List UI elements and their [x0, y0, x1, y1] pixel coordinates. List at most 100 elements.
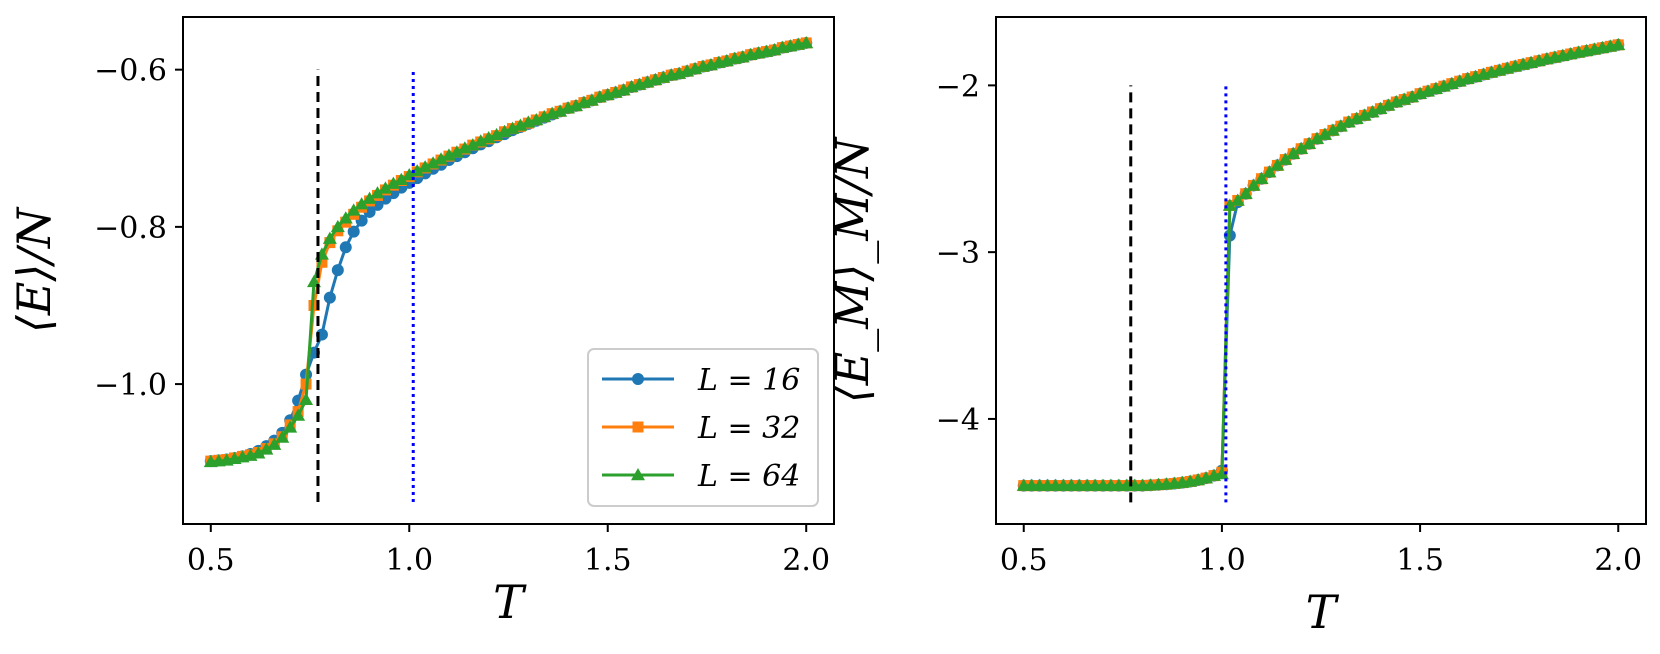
x-tick-label: 1.5 — [584, 543, 632, 578]
data-point — [489, 127, 504, 141]
data-point — [616, 83, 631, 96]
data-point — [330, 219, 345, 233]
data-point — [1333, 119, 1348, 132]
data-point — [1373, 101, 1388, 114]
series-line — [1023, 43, 1619, 488]
data-point — [513, 118, 528, 131]
x-tick-label: 1.0 — [1198, 543, 1246, 578]
chart-panel-1: 0.5 1.0 1.5 2.0−0.6−0.8−1.0T⟨E⟩/NL = 16L = … — [7, 16, 835, 629]
series-l64 — [203, 35, 814, 468]
data-point — [1254, 171, 1269, 185]
data-point — [291, 408, 306, 421]
data-point — [418, 160, 433, 173]
data-point — [378, 181, 393, 194]
y-tick-label: −1.0 — [94, 368, 167, 403]
data-point — [299, 392, 314, 406]
data-point — [1230, 193, 1245, 206]
y-tick-label: −4 — [936, 403, 980, 438]
series-l64 — [1016, 37, 1626, 491]
legend-marker — [632, 421, 644, 433]
legend-box — [587, 348, 819, 507]
data-point — [1381, 98, 1396, 111]
legend-marker — [632, 373, 644, 385]
data-point — [308, 299, 320, 311]
data-point — [529, 112, 544, 126]
data-point — [394, 172, 409, 185]
legend-label: L = 64 — [697, 459, 800, 494]
data-point — [1238, 186, 1253, 200]
data-point — [1349, 111, 1364, 124]
data-point — [553, 104, 568, 117]
x-axis-label: T — [1306, 585, 1340, 639]
data-point — [1325, 123, 1340, 136]
data-point — [465, 138, 480, 151]
data-point — [1310, 131, 1325, 144]
axes-frame — [182, 16, 835, 525]
series-line — [1023, 43, 1619, 488]
y-axis-label: ⟨E_M⟩_M/N — [825, 136, 879, 403]
data-point — [537, 109, 552, 123]
data-point — [1365, 105, 1380, 118]
legend-label: L = 16 — [697, 363, 800, 398]
data-point — [323, 291, 336, 304]
data-point — [1214, 466, 1229, 480]
legend: L = 16 L = 32 L = 64 — [587, 348, 819, 507]
data-point — [799, 35, 814, 49]
x-tick-label: 2.0 — [782, 543, 830, 578]
data-point — [346, 203, 361, 216]
data-point — [347, 225, 360, 238]
data-point — [1286, 146, 1301, 160]
data-point — [339, 241, 352, 254]
data-point — [505, 121, 520, 134]
x-tick-label: 0.5 — [187, 543, 235, 578]
data-point — [568, 98, 583, 112]
y-tick-label: −0.8 — [94, 211, 167, 246]
data-point — [316, 256, 328, 268]
legend-entry: L = 64 — [602, 459, 800, 494]
data-point — [1270, 158, 1285, 171]
data-point — [1357, 108, 1372, 121]
data-point — [362, 191, 377, 204]
data-point — [584, 93, 599, 106]
y-tick-label: −0.6 — [94, 54, 167, 89]
data-point — [331, 264, 344, 277]
data-point — [338, 211, 353, 224]
x-tick-label: 2.0 — [1594, 543, 1642, 578]
x-axis-label: T — [493, 575, 527, 629]
series-line — [1023, 43, 1619, 488]
data-point — [473, 134, 488, 147]
data-point — [410, 164, 425, 177]
data-point — [259, 442, 274, 455]
data-point — [322, 231, 337, 244]
data-point — [354, 197, 369, 210]
data-point — [1302, 136, 1317, 149]
data-point — [1405, 90, 1420, 103]
data-point — [1246, 178, 1261, 191]
data-point — [441, 148, 456, 161]
series-l16 — [1017, 38, 1625, 492]
legend-label: L = 32 — [697, 411, 800, 446]
data-point — [275, 430, 290, 443]
data-point — [1278, 152, 1293, 165]
data-point — [481, 131, 496, 144]
data-point — [267, 437, 282, 450]
data-point — [1341, 115, 1356, 128]
data-point — [434, 152, 449, 165]
y-tick-label: −3 — [936, 236, 980, 271]
legend-marker — [631, 468, 645, 481]
plot-area — [1016, 37, 1626, 492]
legend-entry: L = 16 — [602, 363, 800, 398]
data-point — [283, 420, 298, 433]
data-point — [426, 156, 441, 169]
legend-entry: L = 32 — [602, 411, 800, 446]
chart-panel-2: 0.5 1.0 1.5 2.0 −2 −3 −4 T ⟨E_M⟩_M/N — [825, 16, 1647, 639]
data-point — [1611, 37, 1626, 51]
data-point — [497, 124, 512, 138]
y-tick-label: −2 — [936, 69, 980, 104]
axes-frame — [995, 16, 1647, 525]
data-point — [457, 141, 472, 154]
data-point — [1294, 141, 1309, 155]
y-axis-label: ⟨E⟩/N — [7, 206, 61, 333]
data-point — [386, 176, 401, 189]
